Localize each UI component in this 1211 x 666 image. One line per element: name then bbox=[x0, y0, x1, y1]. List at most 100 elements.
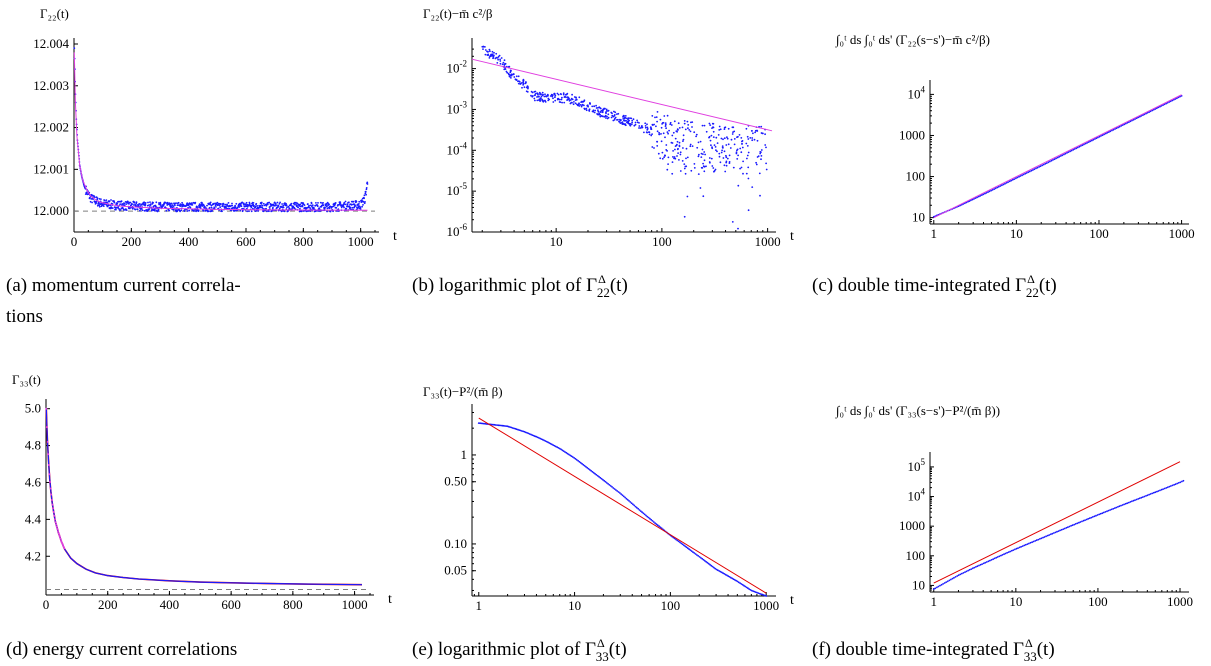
data-point bbox=[592, 109, 595, 112]
x-tick-label: 1000 bbox=[755, 234, 781, 249]
data-point bbox=[55, 525, 58, 528]
data-point bbox=[359, 206, 362, 209]
data-point bbox=[723, 137, 726, 140]
data-point bbox=[662, 132, 665, 135]
data-point bbox=[1182, 479, 1185, 482]
data-point bbox=[155, 201, 158, 204]
data-point bbox=[1098, 135, 1101, 138]
data-point bbox=[562, 450, 565, 452]
data-point bbox=[578, 96, 581, 99]
data-point bbox=[759, 152, 762, 155]
data-point bbox=[651, 133, 653, 136]
data-point bbox=[622, 123, 624, 125]
data-point bbox=[731, 133, 734, 135]
data-point bbox=[713, 144, 716, 147]
data-point bbox=[588, 110, 591, 112]
caption-a-cont: tions bbox=[6, 306, 43, 327]
caption-f: (f) double time-integrated ΓΔ 33(t) bbox=[812, 636, 1055, 664]
data-point bbox=[181, 201, 184, 204]
data-point bbox=[515, 79, 518, 81]
data-point bbox=[559, 93, 562, 95]
data-point bbox=[91, 201, 93, 204]
data-point bbox=[572, 103, 575, 106]
data-point bbox=[537, 95, 540, 98]
data-point bbox=[239, 203, 242, 206]
data-point bbox=[259, 204, 262, 207]
data-point bbox=[595, 473, 598, 476]
data-point bbox=[1099, 512, 1102, 515]
data-point bbox=[1022, 173, 1025, 176]
data-point bbox=[144, 203, 147, 206]
data-point bbox=[536, 99, 539, 102]
data-point bbox=[285, 202, 287, 205]
data-point bbox=[760, 149, 763, 151]
data-point bbox=[176, 210, 179, 213]
data-point bbox=[712, 130, 715, 133]
data-point bbox=[755, 163, 758, 166]
y-tick-label: 104 bbox=[908, 84, 926, 101]
data-point bbox=[52, 511, 55, 513]
data-point bbox=[685, 147, 688, 150]
data-point bbox=[293, 207, 296, 210]
data-point bbox=[605, 482, 608, 484]
data-point bbox=[559, 101, 562, 103]
data-point bbox=[550, 93, 553, 96]
data-point bbox=[1110, 508, 1113, 511]
data-point bbox=[253, 204, 255, 207]
data-point bbox=[686, 195, 689, 198]
data-point bbox=[495, 52, 498, 55]
data-point bbox=[690, 169, 693, 172]
data-point bbox=[624, 124, 627, 127]
data-point bbox=[328, 207, 331, 210]
data-point bbox=[980, 194, 983, 197]
data-point bbox=[493, 51, 495, 54]
data-point bbox=[525, 81, 527, 83]
data-point bbox=[605, 108, 608, 111]
data-point bbox=[1072, 148, 1075, 151]
data-point bbox=[654, 522, 656, 524]
data-point bbox=[765, 146, 767, 149]
data-point bbox=[598, 112, 601, 115]
data-point bbox=[123, 202, 126, 205]
data-point bbox=[616, 119, 618, 121]
data-point bbox=[659, 118, 662, 121]
y-tick-label: 10-3 bbox=[447, 99, 468, 116]
data-point bbox=[645, 514, 647, 517]
data-point bbox=[1079, 521, 1082, 523]
data-point bbox=[614, 111, 617, 114]
data-point bbox=[1095, 514, 1097, 517]
data-point bbox=[644, 122, 647, 125]
data-point bbox=[296, 204, 298, 207]
data-point bbox=[703, 170, 706, 173]
data-point bbox=[615, 489, 617, 491]
data-point bbox=[1012, 549, 1015, 551]
data-point bbox=[1160, 488, 1163, 491]
data-point bbox=[506, 71, 509, 74]
data-point bbox=[1046, 534, 1049, 537]
data-point bbox=[365, 193, 367, 196]
data-point bbox=[678, 141, 681, 144]
data-point bbox=[725, 164, 728, 167]
data-point bbox=[723, 128, 726, 131]
data-point bbox=[507, 72, 510, 75]
data-point bbox=[138, 203, 141, 205]
data-point bbox=[484, 53, 487, 56]
data-point bbox=[1096, 514, 1099, 516]
data-point bbox=[591, 105, 594, 108]
data-point bbox=[624, 117, 627, 119]
data-point bbox=[740, 151, 743, 154]
data-point bbox=[1152, 491, 1155, 494]
data-point bbox=[583, 99, 586, 102]
y-tick-label: 0.50 bbox=[444, 474, 467, 489]
data-point bbox=[689, 145, 692, 148]
data-point bbox=[1120, 504, 1122, 507]
data-point bbox=[296, 202, 299, 205]
data-point bbox=[1059, 155, 1062, 157]
data-point bbox=[1019, 175, 1022, 177]
data-point bbox=[541, 94, 544, 96]
data-point bbox=[691, 145, 694, 148]
data-point bbox=[96, 197, 99, 200]
data-point bbox=[994, 187, 997, 190]
data-point bbox=[1020, 545, 1022, 548]
x-tick-label: 200 bbox=[122, 234, 142, 249]
